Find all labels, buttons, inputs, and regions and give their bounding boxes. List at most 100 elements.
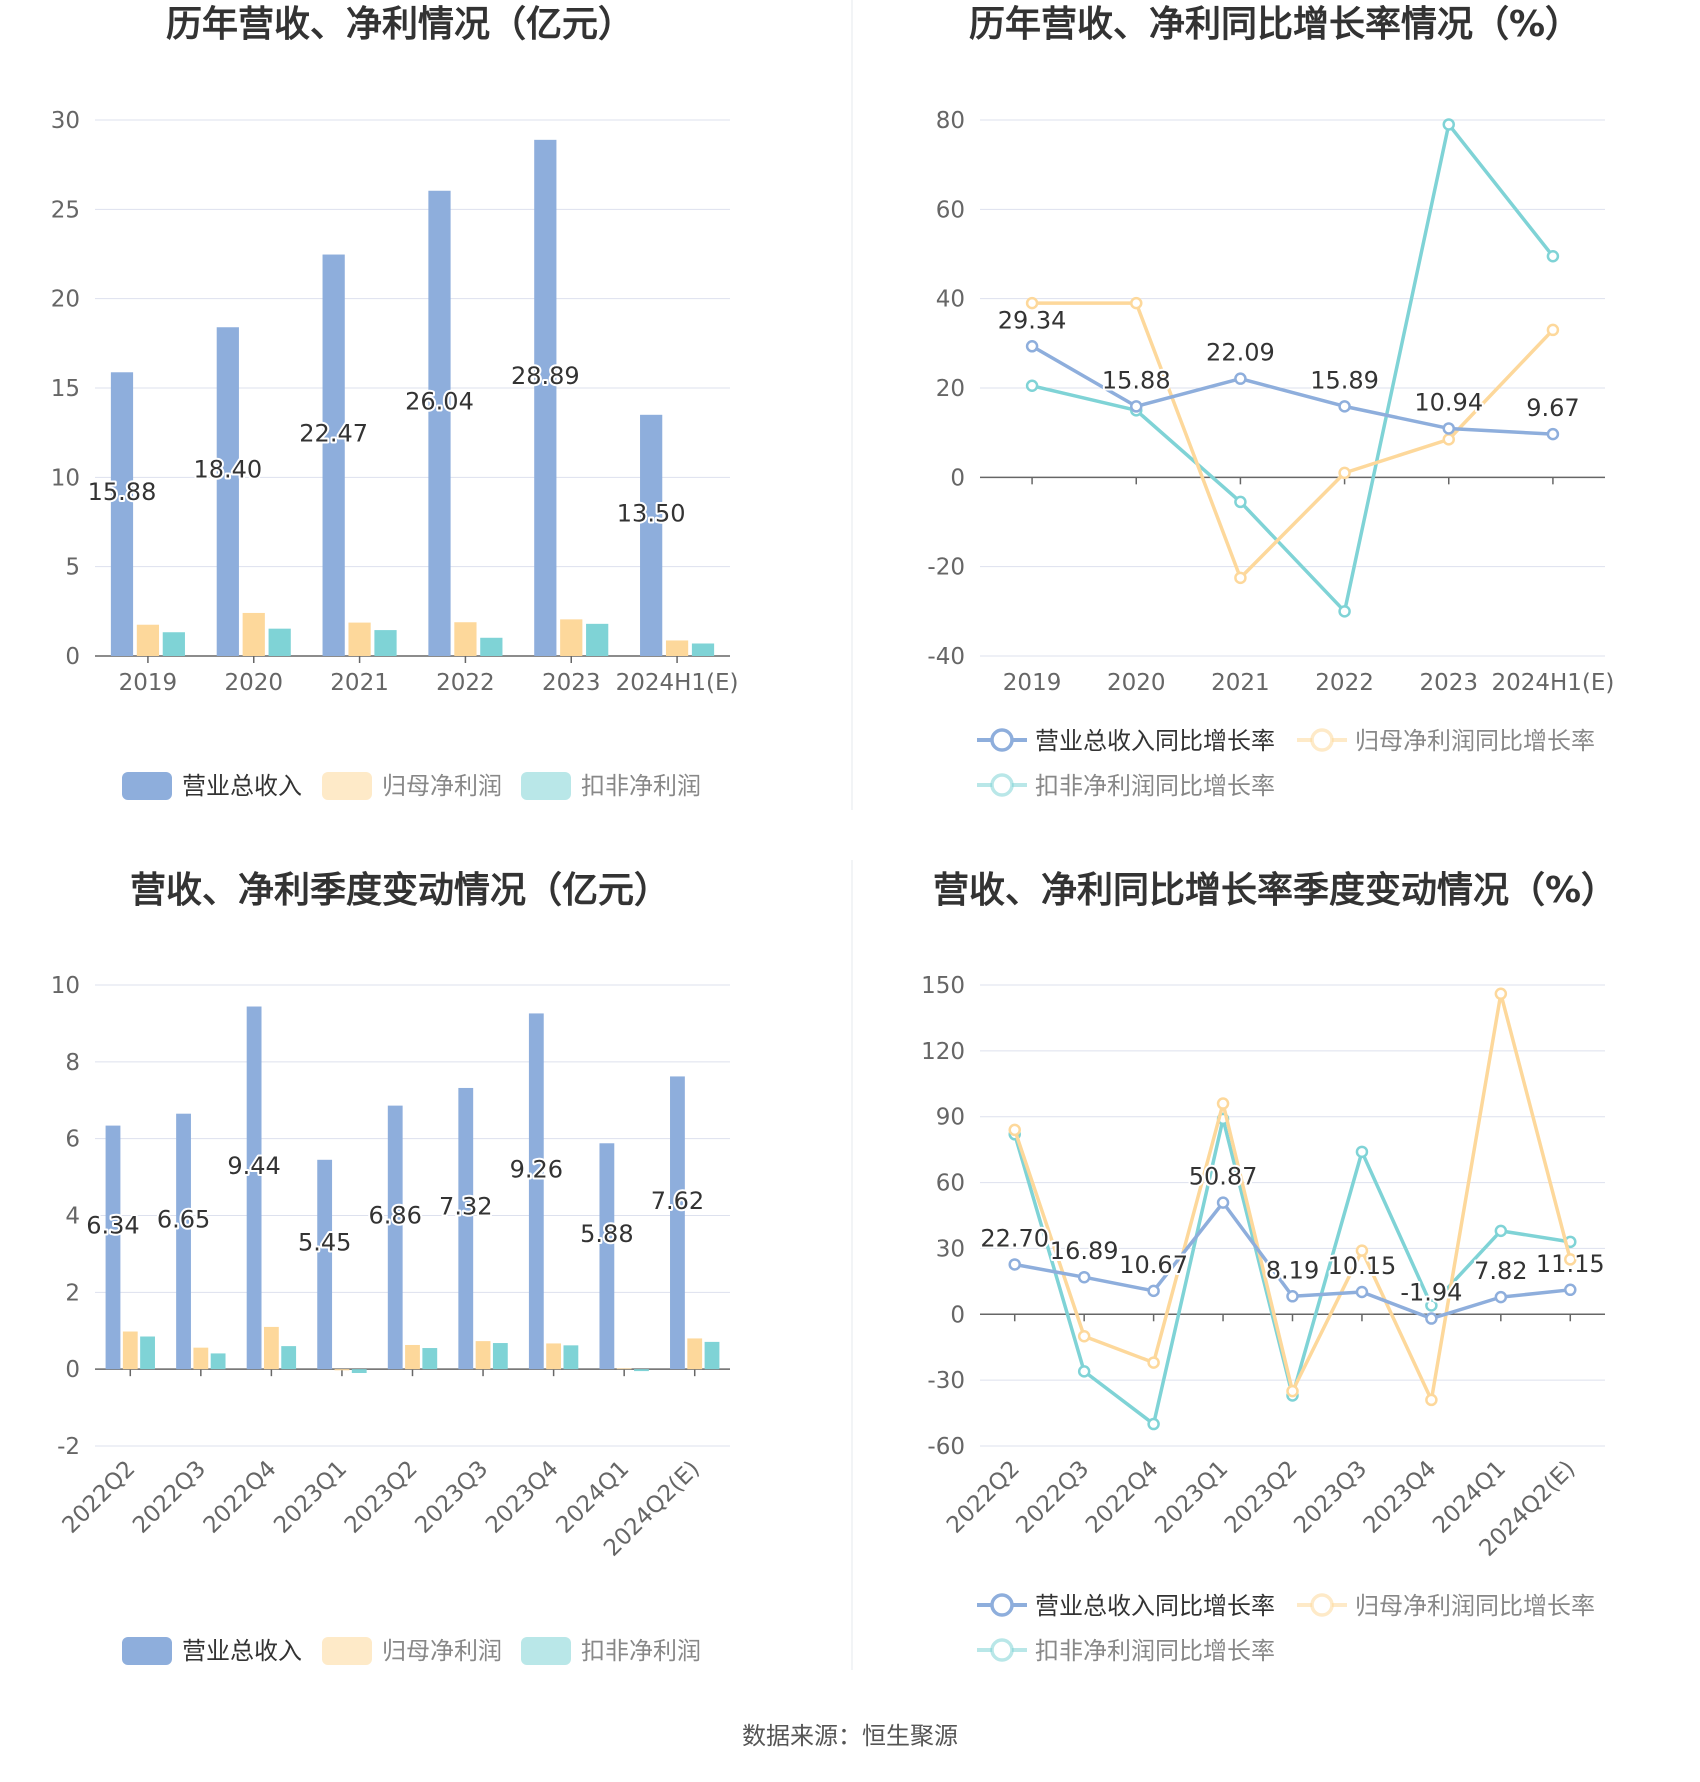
bar-deducted-profit (422, 1348, 438, 1370)
legend-swatch (521, 772, 571, 800)
data-point (1286, 1290, 1299, 1303)
data-point (1008, 1258, 1021, 1271)
data-point (1147, 1417, 1160, 1431)
data-label: 28.89 (511, 362, 580, 390)
y-tick-label: 0 (950, 1302, 965, 1328)
annual-growth-chart: 历年营收、净利同比增长率情况（%） -40 -20 0 20 40 60 80 2019 2020… (927, 4, 1614, 800)
y-tick-label: 20 (51, 287, 80, 313)
y-tick-label: -30 (927, 1368, 965, 1394)
y-tick-label: 150 (921, 973, 965, 999)
data-point (1008, 1123, 1021, 1137)
legend-label: 营业总收入 (182, 772, 302, 800)
data-point (1286, 1384, 1299, 1398)
legend-label: 营业总收入同比增长率 (1035, 1592, 1275, 1620)
bar-revenue (317, 1159, 333, 1370)
y-tick-label: 10 (51, 465, 80, 491)
y-tick-label: 25 (51, 197, 80, 223)
x-tick-label: 2021 (330, 670, 389, 696)
legend-label: 扣非净利润 (581, 1637, 701, 1665)
data-point (1442, 433, 1455, 446)
legend-swatch (322, 772, 372, 800)
bar-deducted-profit (281, 1346, 297, 1370)
y-tick-label: 0 (65, 1357, 80, 1383)
x-tick-label: 2022Q4 (199, 1456, 282, 1539)
data-point (1338, 400, 1351, 413)
bar-revenue (322, 254, 345, 656)
bar-net-profit (454, 622, 477, 656)
x-tick-label: 2023Q2 (1220, 1456, 1303, 1539)
data-label: 22.70 (980, 1224, 1049, 1252)
bar-deducted-profit (210, 1353, 226, 1370)
x-tick-label: 2023 (542, 670, 601, 696)
bar-net-profit (348, 622, 371, 656)
bar-deducted-profit (162, 632, 185, 656)
data-label: 6.34 (86, 1211, 139, 1239)
data-point (1494, 1290, 1508, 1304)
legend-swatch (122, 1637, 172, 1665)
data-label: 7.62 (651, 1187, 704, 1215)
bar-revenue (599, 1143, 615, 1370)
y-tick-label: -20 (927, 555, 965, 581)
x-tick-label: 2020 (1107, 670, 1166, 696)
data-point (1130, 400, 1143, 413)
x-tick-label: 2019 (1003, 670, 1062, 696)
bar-deducted-profit (374, 630, 397, 656)
series-line-revenue-growth (1031, 344, 1554, 436)
y-tick-label: 80 (936, 108, 965, 134)
legend-marker (990, 728, 1014, 752)
legend-swatch (521, 1637, 571, 1665)
legend-label: 扣非净利润同比增长率 (1035, 1637, 1275, 1665)
annual-amount-chart: 历年营收、净利情况（亿元） 0 5 10 15 20 25 30 2019 2020 2021 202… (51, 4, 739, 800)
data-point (1425, 1299, 1438, 1312)
x-tick-label: 2023Q3 (410, 1456, 493, 1539)
legend-label: 归母净利润同比增长率 (1355, 727, 1595, 755)
y-tick-label: 60 (936, 197, 965, 223)
data-label: 13.50 (617, 499, 686, 527)
x-tick-label: 2021 (1211, 670, 1270, 696)
x-tick-label: 2023Q1 (269, 1456, 352, 1539)
x-tick-label: 2022Q3 (1011, 1456, 1094, 1539)
y-tick-label: 20 (936, 376, 965, 402)
data-label: 10.94 (1414, 388, 1483, 416)
data-point (1546, 323, 1560, 337)
y-tick-label: -40 (927, 644, 965, 670)
bar-revenue (216, 327, 239, 656)
bar-revenue (534, 139, 557, 656)
legend-label: 营业总收入同比增长率 (1035, 727, 1275, 755)
x-tick-label: 2022Q2 (942, 1456, 1025, 1539)
bar-deducted-profit (492, 1343, 508, 1370)
x-tick-label: 2023Q3 (1289, 1456, 1372, 1539)
data-label: 15.88 (88, 478, 157, 506)
bar-deducted-profit (691, 643, 715, 656)
y-tick-label: -2 (57, 1434, 80, 1460)
y-tick-label: 60 (936, 1171, 965, 1197)
chart-title: 历年营收、净利同比增长率情况（%） (969, 4, 1581, 45)
x-tick-label: 2022 (436, 670, 495, 696)
bar-net-profit (122, 1331, 138, 1370)
data-label: 16.89 (1050, 1237, 1119, 1265)
y-tick-label: 0 (65, 644, 80, 670)
y-tick-label: 0 (950, 465, 965, 491)
bar-net-profit (546, 1343, 562, 1370)
bar-net-profit (475, 1341, 491, 1370)
data-label: 6.65 (157, 1205, 210, 1233)
data-point (1025, 379, 1039, 393)
data-point (1425, 1393, 1438, 1407)
data-point (1216, 1196, 1230, 1209)
x-tick-label: 2023Q1 (1150, 1456, 1233, 1539)
legend-marker (1310, 1593, 1334, 1617)
y-tick-label: 5 (65, 555, 80, 581)
x-tick-label: 2022Q2 (58, 1456, 141, 1539)
data-point (1494, 1224, 1508, 1238)
data-point (1338, 605, 1351, 618)
x-tick-label: 2023Q4 (1359, 1456, 1442, 1539)
bar-deducted-profit (634, 1369, 649, 1372)
bar-net-profit (193, 1347, 209, 1370)
data-point (1147, 1284, 1160, 1298)
data-point (1077, 1365, 1091, 1378)
data-point (1234, 495, 1247, 509)
data-point (1147, 1356, 1160, 1369)
legend-label: 营业总收入 (182, 1637, 302, 1665)
data-label: 6.86 (368, 1201, 421, 1229)
